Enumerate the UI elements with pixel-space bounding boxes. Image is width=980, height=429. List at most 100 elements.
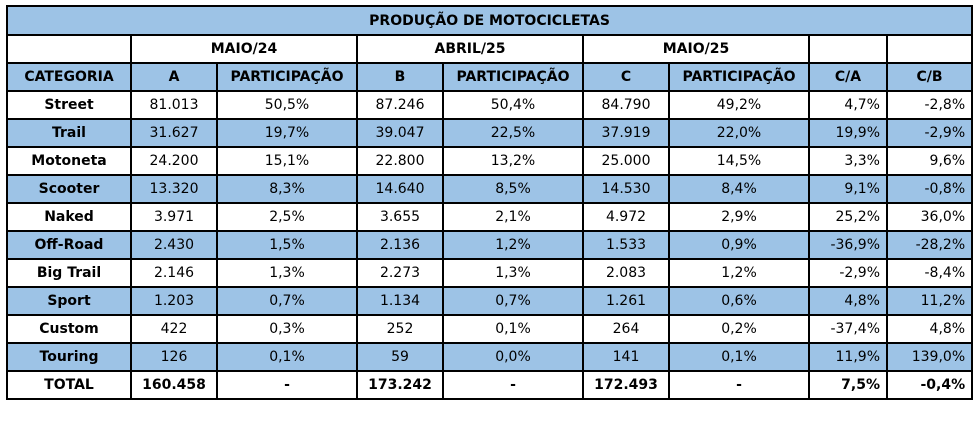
cell-value-a: 81.013 — [130, 90, 218, 120]
cell-ratio-c-a: 11,9% — [808, 342, 888, 372]
cell-value-a: 24.200 — [130, 146, 218, 176]
total-value-c: 172.493 — [582, 370, 670, 400]
cell-share-c: 22,0% — [668, 118, 810, 148]
cell-share-c: 14,5% — [668, 146, 810, 176]
table-row: Street 81.013 50,5% 87.246 50,4% 84.790 49,2% 4… — [6, 90, 974, 120]
cell-share-c: 0,2% — [668, 314, 810, 344]
cell-category: Trail — [6, 118, 132, 148]
cell-share-b: 22,5% — [442, 118, 584, 148]
cell-value-c: 25.000 — [582, 146, 670, 176]
cell-value-b: 1.134 — [356, 286, 444, 316]
cell-share-b: 13,2% — [442, 146, 584, 176]
cell-ratio-c-b: -2,8% — [885, 90, 974, 120]
cell-value-c: 84.790 — [582, 90, 670, 120]
column-header-c-over-b: C/B — [885, 62, 974, 92]
column-header-c: C — [582, 62, 670, 92]
cell-ratio-c-b: -8,4% — [885, 258, 974, 288]
cell-share-c: 49,2% — [668, 90, 810, 120]
cell-value-c: 14.530 — [582, 174, 670, 204]
cell-value-a: 422 — [130, 314, 218, 344]
production-table: PRODUÇÃO DE MOTOCICLETAS MAIO/24 ABRIL/2… — [5, 5, 974, 400]
cell-value-b: 14.640 — [356, 174, 444, 204]
cell-category: Motoneta — [6, 146, 132, 176]
total-value-a: 160.458 — [130, 370, 218, 400]
cell-value-a: 2.430 — [130, 230, 218, 260]
column-header-b: B — [356, 62, 444, 92]
cell-category: Big Trail — [6, 258, 132, 288]
cell-share-c: 0,6% — [668, 286, 810, 316]
cell-ratio-c-b: -0,8% — [885, 174, 974, 204]
cell-value-a: 13.320 — [130, 174, 218, 204]
cell-ratio-c-a: 3,3% — [808, 146, 888, 176]
cell-value-c: 2.083 — [582, 258, 670, 288]
total-row: TOTAL 160.458-173.242-172.493-7,5% -0,4% — [6, 370, 974, 400]
period-header-a: MAIO/24 — [130, 34, 358, 64]
column-header-share-c: PARTICIPAÇÃO — [668, 62, 810, 92]
cell-ratio-c-b: 9,6% — [885, 146, 974, 176]
cell-category: Naked — [6, 202, 132, 232]
cell-share-b: 50,4% — [442, 90, 584, 120]
cell-share-b: 1,2% — [442, 230, 584, 260]
cell-ratio-c-b: 4,8% — [885, 314, 974, 344]
cell-value-c: 264 — [582, 314, 670, 344]
period-header-b: ABRIL/25 — [356, 34, 584, 64]
period-empty-cell — [885, 34, 974, 64]
period-header-c: MAIO/25 — [582, 34, 810, 64]
cell-value-c: 37.919 — [582, 118, 670, 148]
cell-ratio-c-a: 4,8% — [808, 286, 888, 316]
table-row: Custom 422 0,3% 252 0,1% 264 0,2% -37,4% 4,8% — [6, 314, 974, 344]
cell-share-b: 0,0% — [442, 342, 584, 372]
column-header-row: CATEGORIA A PARTICIPAÇÃO B PARTICIPAÇÃO … — [6, 62, 974, 92]
cell-share-c: 1,2% — [668, 258, 810, 288]
cell-value-a: 31.627 — [130, 118, 218, 148]
cell-ratio-c-a: 19,9% — [808, 118, 888, 148]
cell-share-a: 15,1% — [216, 146, 358, 176]
cell-ratio-c-a: 25,2% — [808, 202, 888, 232]
cell-category: Custom — [6, 314, 132, 344]
cell-share-a: 19,7% — [216, 118, 358, 148]
cell-share-a: 0,7% — [216, 286, 358, 316]
total-ratio-c-b: -0,4% — [885, 370, 974, 400]
cell-category: Sport — [6, 286, 132, 316]
cell-share-c: 0,9% — [668, 230, 810, 260]
cell-share-b: 0,1% — [442, 314, 584, 344]
table-row: Sport 1.203 0,7% 1.134 0,7% 1.261 0,6% 4,8% 11,2… — [6, 286, 974, 316]
cell-value-c: 1.533 — [582, 230, 670, 260]
total-value-b: 173.242 — [356, 370, 444, 400]
table-title: PRODUÇÃO DE MOTOCICLETAS — [5, 5, 974, 36]
period-row: MAIO/24 ABRIL/25 MAIO/25 — [6, 34, 974, 64]
cell-share-a: 50,5% — [216, 90, 358, 120]
cell-value-a: 1.203 — [130, 286, 218, 316]
cell-share-a: 1,5% — [216, 230, 358, 260]
cell-ratio-c-b: 139,0% — [885, 342, 974, 372]
table-row: Motoneta 24.200 15,1% 22.800 13,2% 25.000 14,5… — [6, 146, 974, 176]
cell-ratio-c-a: 4,7% — [808, 90, 888, 120]
cell-share-b: 0,7% — [442, 286, 584, 316]
table-row: Trail 31.627 19,7% 39.047 22,5% 37.919 22,0% 19… — [6, 118, 974, 148]
total-share-a: - — [216, 370, 358, 400]
cell-value-a: 2.146 — [130, 258, 218, 288]
cell-category: Off-Road — [6, 230, 132, 260]
cell-share-c: 0,1% — [668, 342, 810, 372]
cell-ratio-c-b: 11,2% — [885, 286, 974, 316]
table-row: Off-Road 2.430 1,5% 2.136 1,2% 1.533 0,9% -36,9… — [6, 230, 974, 260]
footnote-fragment — [8, 423, 158, 429]
cell-ratio-c-a: -36,9% — [808, 230, 888, 260]
cell-value-a: 126 — [130, 342, 218, 372]
cell-category: Scooter — [6, 174, 132, 204]
cell-share-a: 2,5% — [216, 202, 358, 232]
cell-category: Street — [6, 90, 132, 120]
cell-value-b: 39.047 — [356, 118, 444, 148]
cell-share-a: 1,3% — [216, 258, 358, 288]
column-header-category: CATEGORIA — [6, 62, 132, 92]
table-row: Touring 126 0,1% 59 0,0% 141 0,1% 11,9% 139,0% — [6, 342, 974, 372]
cell-value-c: 1.261 — [582, 286, 670, 316]
total-category: TOTAL — [6, 370, 132, 400]
column-header-a: A — [130, 62, 218, 92]
cell-ratio-c-b: -2,9% — [885, 118, 974, 148]
cell-value-a: 3.971 — [130, 202, 218, 232]
period-empty-cell — [6, 34, 132, 64]
column-header-share-b: PARTICIPAÇÃO — [442, 62, 584, 92]
cell-value-b: 87.246 — [356, 90, 444, 120]
cell-value-b: 2.273 — [356, 258, 444, 288]
